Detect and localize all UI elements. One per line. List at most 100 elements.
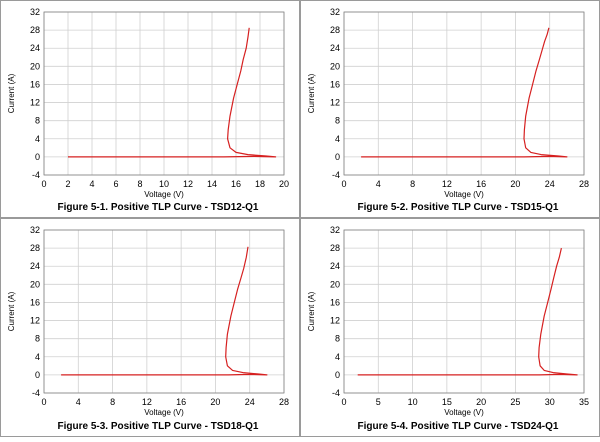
x-tick-label: 8 bbox=[110, 397, 115, 407]
y-tick-label: 20 bbox=[30, 61, 40, 71]
x-axis-label: Voltage (V) bbox=[144, 190, 184, 199]
y-tick-label: 4 bbox=[335, 352, 340, 362]
x-tick-label: 6 bbox=[113, 179, 118, 189]
series-line-1 bbox=[68, 27, 277, 158]
x-tick-label: 30 bbox=[545, 397, 555, 407]
y-tick-label: 20 bbox=[330, 279, 340, 289]
y-tick-label: 16 bbox=[330, 79, 340, 89]
x-tick-label: 20 bbox=[210, 397, 220, 407]
x-tick-label: 24 bbox=[545, 179, 555, 189]
y-tick-label: 32 bbox=[330, 7, 340, 17]
y-tick-label: 24 bbox=[330, 261, 340, 271]
y-tick-label: 20 bbox=[330, 61, 340, 71]
y-tick-label: 28 bbox=[30, 25, 40, 35]
x-tick-label: 25 bbox=[510, 397, 520, 407]
panel-border bbox=[0, 0, 300, 218]
y-tick-label: 12 bbox=[30, 316, 40, 326]
plot-area bbox=[43, 229, 285, 394]
x-tick-label: 4 bbox=[89, 179, 94, 189]
series-line-1 bbox=[61, 246, 268, 376]
x-tick-label: 20 bbox=[279, 179, 289, 189]
x-tick-label: 12 bbox=[442, 179, 452, 189]
y-tick-label: 0 bbox=[35, 152, 40, 162]
x-tick-label: 0 bbox=[341, 179, 346, 189]
y-tick-label: 12 bbox=[30, 98, 40, 108]
x-tick-label: 35 bbox=[579, 397, 589, 407]
x-tick-label: 12 bbox=[142, 397, 152, 407]
y-tick-label: 8 bbox=[335, 116, 340, 126]
chart-title: Figure 5-3. Positive TLP Curve - TSD18-Q… bbox=[58, 421, 259, 432]
y-tick-label: 12 bbox=[330, 316, 340, 326]
y-tick-label: 24 bbox=[330, 43, 340, 53]
x-tick-label: 20 bbox=[476, 397, 486, 407]
x-tick-label: 5 bbox=[376, 397, 381, 407]
y-tick-label: -4 bbox=[32, 388, 40, 398]
y-tick-label: -4 bbox=[332, 388, 340, 398]
y-tick-label: 32 bbox=[30, 7, 40, 17]
x-tick-label: 10 bbox=[408, 397, 418, 407]
x-tick-label: 0 bbox=[341, 397, 346, 407]
series-line-1 bbox=[361, 27, 568, 158]
y-tick-label: 8 bbox=[35, 334, 40, 344]
y-axis-label: Current (A) bbox=[7, 73, 16, 113]
x-axis-label: Voltage (V) bbox=[444, 190, 484, 199]
x-tick-label: 0 bbox=[41, 397, 46, 407]
x-tick-label: 0 bbox=[41, 179, 46, 189]
y-tick-label: 16 bbox=[30, 79, 40, 89]
y-tick-label: 4 bbox=[35, 134, 40, 144]
y-tick-label: 0 bbox=[335, 152, 340, 162]
x-tick-label: 16 bbox=[231, 179, 241, 189]
x-tick-label: 15 bbox=[442, 397, 452, 407]
plot-area bbox=[343, 229, 585, 394]
y-tick-label: 32 bbox=[30, 225, 40, 235]
x-tick-label: 28 bbox=[579, 179, 589, 189]
plot-area bbox=[343, 11, 585, 176]
y-axis-label: Current (A) bbox=[307, 291, 316, 331]
x-tick-label: 14 bbox=[207, 179, 217, 189]
y-tick-label: 0 bbox=[335, 370, 340, 380]
y-tick-label: 4 bbox=[335, 134, 340, 144]
y-tick-label: 32 bbox=[330, 225, 340, 235]
y-tick-label: 16 bbox=[330, 297, 340, 307]
y-tick-label: 28 bbox=[330, 243, 340, 253]
x-tick-label: 18 bbox=[255, 179, 265, 189]
x-tick-label: 16 bbox=[176, 397, 186, 407]
y-tick-label: 8 bbox=[335, 334, 340, 344]
x-tick-label: 8 bbox=[410, 179, 415, 189]
x-tick-label: 2 bbox=[65, 179, 70, 189]
x-tick-label: 24 bbox=[245, 397, 255, 407]
x-tick-label: 12 bbox=[183, 179, 193, 189]
x-tick-label: 20 bbox=[510, 179, 520, 189]
x-tick-label: 4 bbox=[76, 397, 81, 407]
x-axis-label: Voltage (V) bbox=[144, 408, 184, 417]
y-tick-label: 0 bbox=[35, 370, 40, 380]
x-tick-label: 10 bbox=[159, 179, 169, 189]
y-tick-label: 28 bbox=[30, 243, 40, 253]
x-axis-label: Voltage (V) bbox=[444, 408, 484, 417]
y-tick-label: 12 bbox=[330, 98, 340, 108]
x-tick-label: 8 bbox=[137, 179, 142, 189]
x-tick-label: 28 bbox=[279, 397, 289, 407]
x-tick-label: 4 bbox=[376, 179, 381, 189]
y-tick-label: 24 bbox=[30, 43, 40, 53]
y-axis-label: Current (A) bbox=[7, 291, 16, 331]
chart-title: Figure 5-1. Positive TLP Curve - TSD12-Q… bbox=[58, 202, 259, 213]
chart-title: Figure 5-4. Positive TLP Curve - TSD24-Q… bbox=[358, 421, 559, 432]
series-line-1 bbox=[357, 247, 578, 376]
chart-panel-1: 0 2 4 6 8 10 12 14 16 18 20-4048121620242832Voltag… bbox=[0, 0, 300, 218]
x-tick-label: 16 bbox=[476, 179, 486, 189]
chart-title: Figure 5-2. Positive TLP Curve - TSD15-Q… bbox=[358, 202, 559, 213]
y-tick-label: 28 bbox=[330, 25, 340, 35]
y-axis-label: Current (A) bbox=[307, 73, 316, 113]
y-tick-label: 16 bbox=[30, 297, 40, 307]
y-tick-label: -4 bbox=[32, 170, 40, 180]
y-tick-label: -4 bbox=[332, 170, 340, 180]
plot-area bbox=[43, 11, 285, 176]
y-tick-label: 20 bbox=[30, 279, 40, 289]
y-tick-label: 24 bbox=[30, 261, 40, 271]
